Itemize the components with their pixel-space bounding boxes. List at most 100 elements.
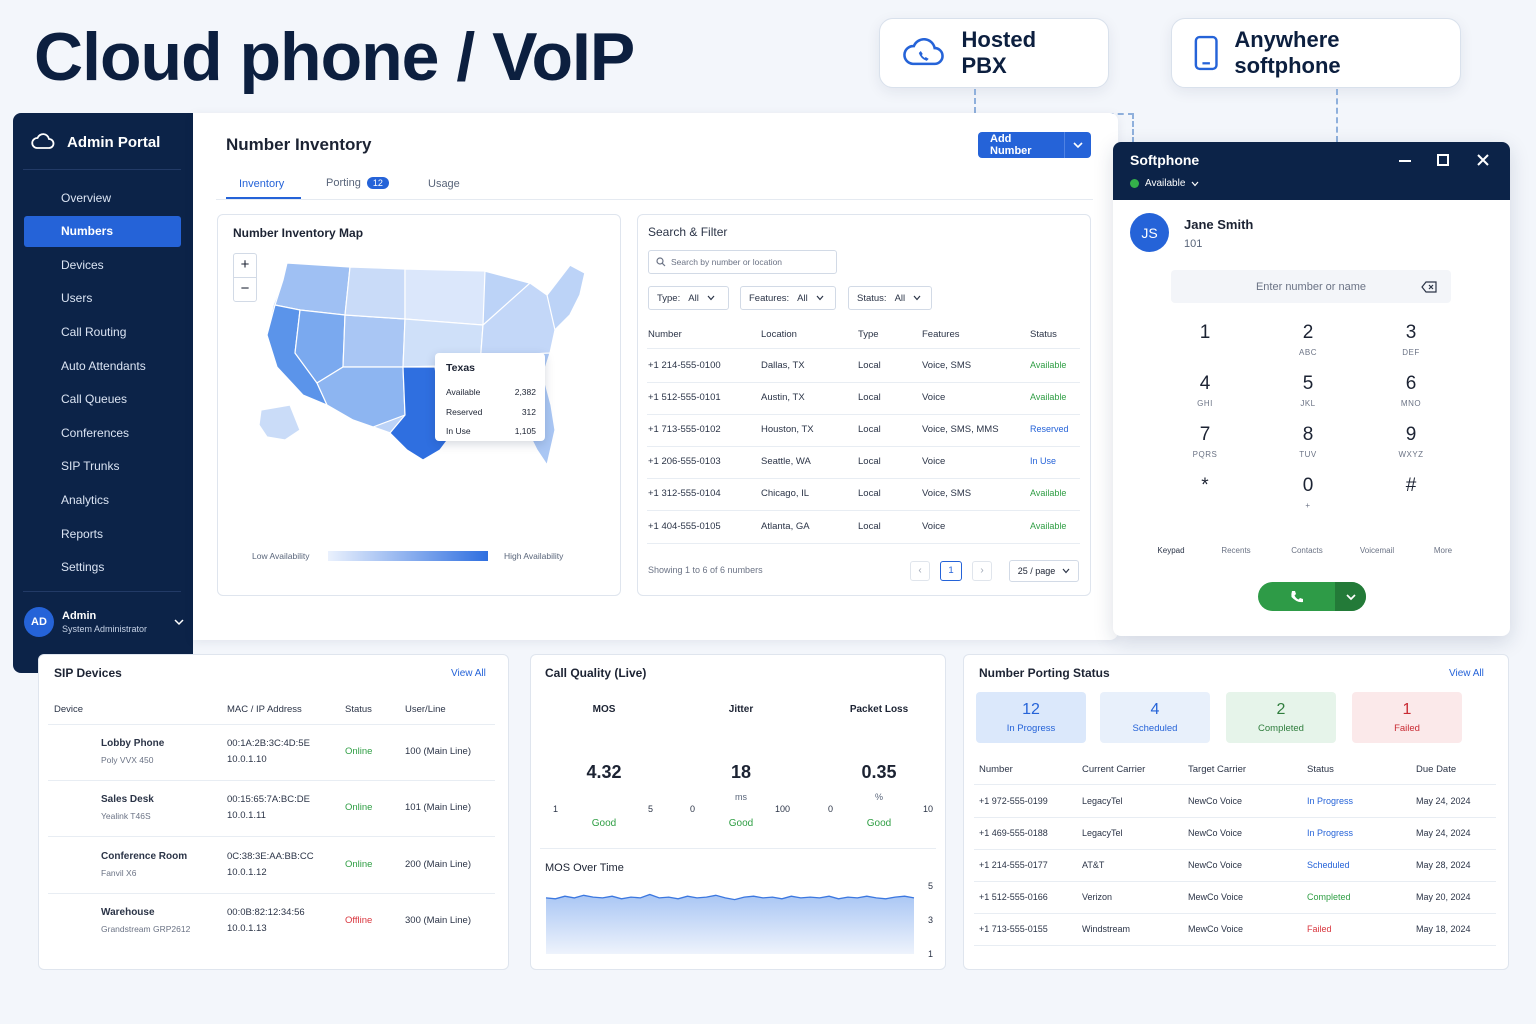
chevron-down-icon (816, 295, 824, 301)
minimize-icon[interactable] (1397, 153, 1413, 169)
gauge-value: 0.35 (861, 762, 897, 782)
table-cell[interactable]: +1 404-555-0105 (648, 520, 721, 532)
us-map[interactable] (255, 255, 600, 470)
sidebar-item-call-routing[interactable]: Call Routing (24, 316, 181, 347)
key-4[interactable]: 4 GHI (1170, 373, 1240, 408)
device-name[interactable]: Sales Desk (101, 794, 154, 806)
table-cell: NewCo Voice (1188, 860, 1243, 870)
page-size-select[interactable]: 25 / page (1009, 560, 1079, 582)
divider (48, 724, 495, 725)
porting-stat-failed[interactable]: 1 Failed (1352, 692, 1462, 743)
table-cell[interactable]: +1 214-555-0177 (979, 860, 1048, 870)
divider (974, 817, 1496, 818)
key-hash[interactable]: # (1376, 475, 1446, 501)
zoom-out-button[interactable]: − (240, 280, 250, 297)
key-5[interactable]: 5 JKL (1273, 373, 1343, 408)
key-9[interactable]: 9 WXYZ (1376, 424, 1446, 459)
table-cell: AT&T (1082, 860, 1105, 870)
type-filter[interactable]: Type: All (648, 286, 729, 310)
key-star[interactable]: * (1170, 475, 1240, 501)
add-number-button[interactable]: Add Number (978, 132, 1091, 158)
sidebar-item-users[interactable]: Users (24, 283, 181, 314)
key-7[interactable]: 7 PQRS (1170, 424, 1240, 459)
sidebar-item-auto-attendants[interactable]: Auto Attendants (24, 350, 181, 381)
table-cell[interactable]: +1 713-555-0155 (979, 924, 1048, 934)
trunk-icon (36, 459, 51, 474)
call-options-button[interactable] (1335, 582, 1366, 611)
sidebar-item-devices[interactable]: Devices (24, 249, 181, 280)
sip-view-all-link[interactable]: View All (451, 668, 486, 679)
y-tick-label: 1 (928, 949, 933, 958)
table-cell[interactable]: +1 206-555-0103 (648, 456, 721, 468)
key-digit: 0 (1302, 475, 1314, 496)
tab-usage[interactable]: Usage (428, 178, 460, 190)
device-name[interactable]: Conference Room (101, 850, 188, 862)
sidebar-item-label: Numbers (61, 224, 114, 239)
softphone-tab-contacts[interactable]: Contacts (1277, 526, 1337, 555)
softphone-tab-voicemail[interactable]: Voicemail (1347, 526, 1407, 555)
table-cell[interactable]: +1 713-555-0102 (648, 424, 721, 436)
device-name[interactable]: Lobby Phone (101, 738, 165, 749)
prev-page-button[interactable]: ‹ (910, 561, 930, 581)
softphone-tab-keypad[interactable]: Keypad (1141, 526, 1201, 555)
table-cell[interactable]: +1 312-555-0104 (648, 488, 721, 500)
sidebar-item-sip-trunks[interactable]: SIP Trunks (24, 451, 181, 482)
legend-high-label: High Availability (504, 551, 564, 561)
next-page-button[interactable]: › (972, 561, 992, 581)
chevron-down-icon[interactable] (1073, 141, 1083, 149)
key-letters: ABC (1299, 348, 1317, 357)
sidebar-item-reports[interactable]: Reports (24, 518, 181, 549)
table-cell[interactable]: +1 512-555-0101 (648, 392, 721, 404)
queue-icon (36, 392, 51, 407)
search-placeholder: Search by number or location (671, 257, 783, 267)
table-cell: Windstream (1082, 924, 1131, 934)
dial-input[interactable]: Enter number or name (1171, 270, 1451, 303)
key-letters: WXYZ (1398, 450, 1424, 459)
sidebar-item-settings[interactable]: Settings (24, 552, 181, 583)
porting-stat-scheduled[interactable]: 4 Scheduled (1100, 692, 1210, 743)
device-name[interactable]: Warehouse (101, 906, 155, 918)
status-filter[interactable]: Status: All (848, 286, 932, 310)
key-6[interactable]: 6 MNO (1376, 373, 1446, 408)
zoom-in-button[interactable]: + (234, 254, 256, 278)
sidebar-brand[interactable]: Admin Portal (31, 133, 160, 151)
key-8[interactable]: 8 TUV (1273, 424, 1343, 459)
porting-stat-in-progress[interactable]: 12 In Progress (976, 692, 1086, 743)
key-3[interactable]: 3 DEF (1376, 322, 1446, 357)
tooltip-state: Texas (446, 362, 475, 374)
softphone-tab-more[interactable]: More (1413, 526, 1473, 555)
table-cell[interactable]: +1 214-555-0100 (648, 360, 721, 371)
page-1-button[interactable]: 1 (940, 561, 962, 581)
key-2[interactable]: 2 ABC (1273, 322, 1343, 357)
sidebar-item-label: Call Routing (61, 324, 127, 339)
porting-stat-completed[interactable]: 2 Completed (1226, 692, 1336, 743)
sidebar-item-overview[interactable]: Overview (24, 182, 181, 213)
key-0[interactable]: 0 + (1273, 475, 1343, 510)
porting-view-all-link[interactable]: View All (1449, 668, 1484, 679)
divider (48, 780, 495, 781)
user-menu[interactable]: AD Admin System Administrator (24, 607, 184, 637)
table-cell[interactable]: +1 972-555-0199 (979, 796, 1048, 806)
chevron-down-icon (913, 295, 921, 301)
sidebar-item-conferences[interactable]: Conferences (24, 417, 181, 448)
table-cell[interactable]: +1 512-555-0166 (979, 892, 1048, 902)
tab-label: Keypad (1157, 546, 1185, 555)
key-1[interactable]: 1 (1170, 322, 1240, 348)
backspace-icon[interactable] (1421, 280, 1437, 293)
call-button[interactable] (1258, 582, 1366, 611)
tab-porting[interactable]: Porting 12 (326, 177, 389, 189)
close-icon[interactable] (1475, 152, 1491, 168)
key-digit: 4 (1199, 373, 1211, 394)
presence-status[interactable]: Available (1130, 178, 1199, 189)
sidebar-item-call-queues[interactable]: Call Queues (24, 384, 181, 415)
softphone-tab-recents[interactable]: Recents (1206, 526, 1266, 555)
table-cell: Voice, SMS (922, 488, 972, 500)
tab-inventory[interactable]: Inventory (239, 178, 285, 190)
table-cell[interactable]: +1 469-555-0188 (979, 828, 1048, 838)
search-input[interactable]: Search by number or location (648, 250, 837, 274)
search-title: Search & Filter (648, 225, 728, 239)
sidebar-item-analytics[interactable]: Analytics (24, 484, 181, 515)
sidebar-item-numbers[interactable]: Numbers (24, 215, 181, 247)
features-filter[interactable]: Features: All (740, 286, 836, 310)
maximize-icon[interactable] (1435, 152, 1451, 168)
